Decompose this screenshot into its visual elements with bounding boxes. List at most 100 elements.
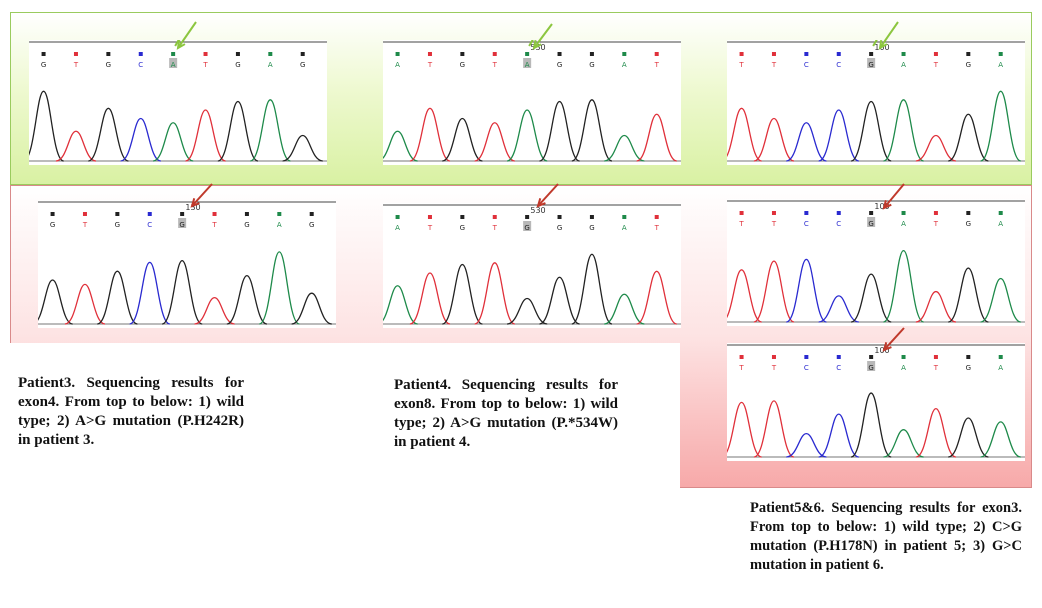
base-letter: T (771, 220, 777, 228)
base-position-label: 130 (185, 203, 200, 212)
caption-area (10, 343, 680, 488)
trace-peak (129, 261, 171, 325)
base-letter: G (868, 61, 873, 69)
base-marker (933, 355, 938, 359)
trace-peak (383, 130, 418, 162)
chromatogram-patient6-mutant: 100 T T C C G A T G A (727, 343, 1025, 461)
base-marker (966, 211, 971, 215)
trace-peak (818, 295, 859, 323)
base-letter: G (557, 61, 562, 69)
base-marker (395, 215, 400, 219)
base-marker (138, 52, 143, 56)
base-marker (525, 52, 530, 56)
trace-peak (282, 134, 323, 162)
base-letter: G (524, 224, 529, 232)
trace-peak (753, 260, 795, 323)
base-marker (739, 355, 744, 359)
base-marker (869, 211, 874, 215)
base-marker (244, 212, 249, 216)
base-marker (998, 52, 1003, 56)
base-marker (589, 215, 594, 219)
base-marker (654, 215, 659, 219)
base-letter: A (525, 61, 530, 69)
base-letter: A (268, 61, 273, 69)
base-letter: A (622, 61, 627, 69)
base-letter: C (147, 221, 152, 229)
trace-peak (786, 432, 827, 458)
base-letter: C (804, 220, 809, 228)
base-letter: A (395, 224, 400, 232)
chromatogram-patient3-mutant: 130 G T G C G T G A G (38, 200, 336, 328)
base-marker (427, 215, 432, 219)
trace-peak (980, 421, 1022, 458)
base-letter: T (738, 220, 744, 228)
base-letter: T (427, 224, 433, 232)
trace-peak (785, 258, 827, 323)
base-marker (771, 211, 776, 215)
trace-peak (64, 283, 106, 325)
base-marker (427, 52, 432, 56)
base-marker (395, 52, 400, 56)
base-letter: C (138, 61, 143, 69)
base-marker (460, 52, 465, 56)
highlight-box (523, 221, 532, 231)
base-position-label: 530 (530, 43, 545, 52)
base-letter: G (589, 224, 594, 232)
base-letter: T (211, 221, 217, 229)
base-letter: G (244, 221, 249, 229)
trace-peak (409, 272, 451, 325)
base-marker (525, 215, 530, 219)
base-marker (557, 215, 562, 219)
highlight-box (867, 361, 876, 371)
trace-peak (883, 429, 924, 458)
trace-peak (818, 109, 860, 162)
base-letter: G (966, 364, 971, 372)
trace-peak (571, 253, 613, 325)
green-arrow-icon (872, 40, 878, 47)
trace-peak (161, 259, 203, 325)
base-letter: T (933, 61, 939, 69)
base-marker (998, 211, 1003, 215)
base-marker (492, 215, 497, 219)
base-letter: G (460, 61, 465, 69)
trace-peak (883, 99, 924, 162)
highlight-box (867, 217, 876, 227)
trace-peak (383, 285, 418, 325)
trace-peak (980, 277, 1022, 323)
base-letter: G (106, 61, 111, 69)
base-letter: C (804, 61, 809, 69)
base-marker (901, 355, 906, 359)
base-letter: G (460, 224, 465, 232)
base-letter: C (804, 364, 809, 372)
base-marker (804, 52, 809, 56)
trace-peak (883, 250, 924, 323)
trace-peak (258, 251, 300, 325)
trace-peak (539, 276, 580, 325)
trace-peak (571, 99, 613, 162)
base-marker (73, 52, 78, 56)
base-letter: G (868, 364, 873, 372)
base-position-label: 100 (874, 43, 889, 52)
trace-peak (152, 122, 194, 162)
trace-peak (29, 90, 64, 162)
base-letter: T (654, 61, 660, 69)
base-marker (804, 355, 809, 359)
base-letter: T (82, 221, 88, 229)
trace-peak (850, 100, 892, 162)
base-marker (492, 52, 497, 56)
base-marker (147, 212, 152, 216)
base-letter: C (836, 364, 841, 372)
trace-peak (915, 407, 957, 458)
base-position-label: 530 (530, 206, 545, 215)
trace-peak (980, 90, 1022, 162)
base-letter: T (933, 220, 939, 228)
base-marker (277, 212, 282, 216)
trace-peak (947, 113, 989, 162)
base-marker (836, 211, 841, 215)
base-marker (966, 355, 971, 359)
base-marker (82, 212, 87, 216)
trace-peak (249, 99, 291, 162)
base-letter: A (998, 364, 1003, 372)
base-letter: A (998, 61, 1003, 69)
base-marker (460, 215, 465, 219)
